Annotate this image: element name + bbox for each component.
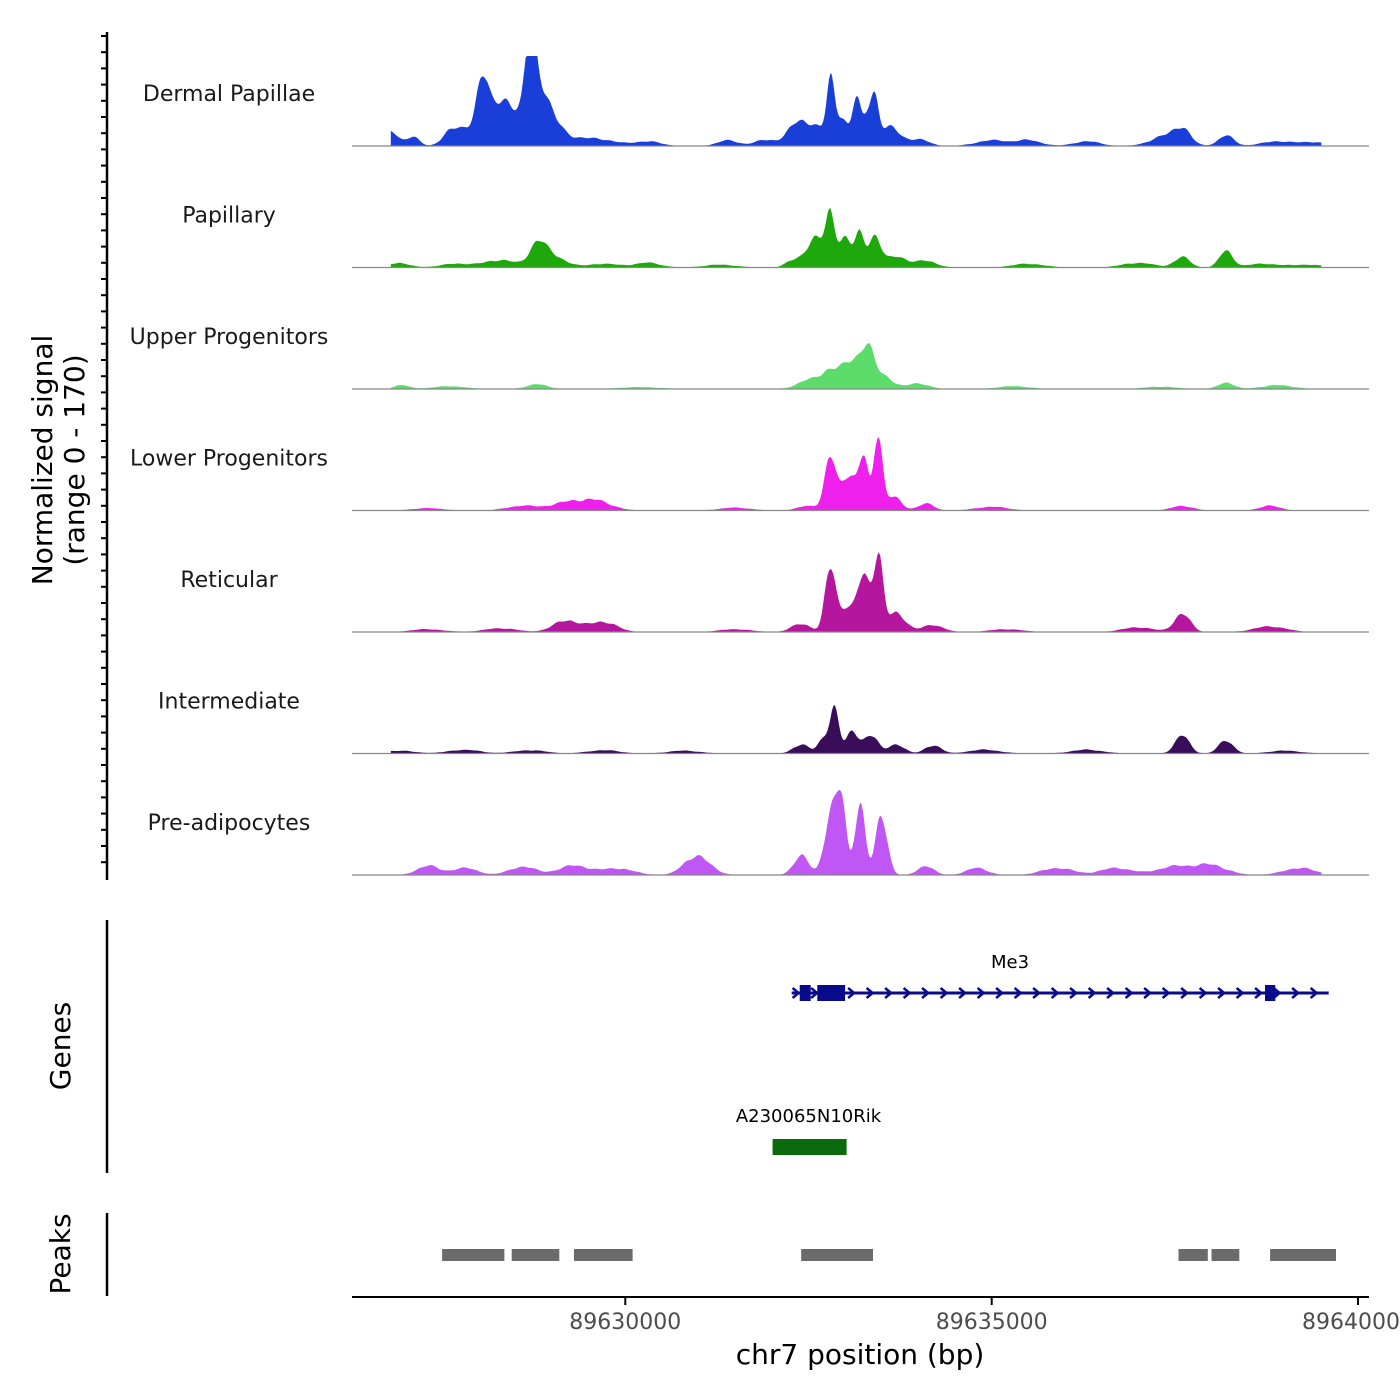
gene-me3: Me3 [791, 952, 1329, 1001]
strand-arrow [1235, 987, 1245, 999]
strand-arrow [865, 987, 875, 999]
track-pre-adipocytes: Pre-adipocytes [148, 789, 1369, 876]
track-label: Pre-adipocytes [148, 811, 311, 836]
gene-exon [1265, 985, 1276, 1001]
signal-axis [101, 32, 109, 880]
peak-region [511, 1249, 560, 1261]
strand-arrow [1050, 987, 1060, 999]
signal-area [390, 789, 1322, 875]
track-papillary: Papillary [182, 204, 1369, 269]
strand-arrow [1143, 987, 1153, 999]
gene-label: A230065N10Rik [736, 1106, 882, 1127]
x-axis-ticks: 89630000 89635000 89640000 [569, 1297, 1400, 1335]
strand-arrow [1291, 987, 1301, 999]
gene-a230065n10rik: A230065N10Rik [736, 1106, 882, 1155]
strand-arrow [810, 987, 820, 999]
strand-arrow [1106, 987, 1116, 999]
strand-arrow [1013, 987, 1023, 999]
peak-regions [442, 1249, 1336, 1261]
strand-arrow [1254, 987, 1264, 999]
track-label: Intermediate [158, 690, 300, 715]
strand-arrow [847, 987, 857, 999]
x-tick-label: 89630000 [569, 1310, 681, 1335]
gene-label: Me3 [991, 952, 1029, 973]
strand-arrow [1069, 987, 1079, 999]
track-label: Lower Progenitors [130, 447, 328, 472]
peaks-label: Peaks [44, 1213, 77, 1294]
y-axis-range-label: (range 0 - 170) [58, 354, 91, 565]
strand-arrow [1087, 987, 1097, 999]
signal-area [390, 437, 1322, 511]
gene-exon [772, 1139, 847, 1155]
x-tick-label: 89635000 [936, 1310, 1048, 1335]
signal-area [390, 208, 1322, 268]
signal-area [390, 705, 1322, 754]
signal-area [390, 343, 1322, 389]
track-reticular: Reticular [180, 552, 1369, 633]
y-axis-label: Normalized signal [26, 335, 59, 586]
strand-arrow [958, 987, 968, 999]
track-upper-progenitors: Upper Progenitors [130, 325, 1369, 390]
track-label: Reticular [180, 568, 278, 593]
strand-arrow [1124, 987, 1134, 999]
strand-arrow [884, 987, 894, 999]
strand-arrow [939, 987, 949, 999]
signal-area [390, 552, 1322, 632]
track-intermediate: Intermediate [158, 690, 1369, 755]
track-lower-progenitors: Lower Progenitors [130, 437, 1369, 512]
strand-arrow [902, 987, 912, 999]
peak-region [1178, 1249, 1208, 1261]
x-axis-label: chr7 position (bp) [736, 1338, 985, 1371]
genes-label: Genes [44, 1002, 77, 1090]
track-label: Dermal Papillae [143, 82, 315, 107]
strand-arrow [1161, 987, 1171, 999]
strand-arrow [828, 987, 838, 999]
peak-region [442, 1249, 505, 1261]
strand-arrow [1198, 987, 1208, 999]
peak-region [574, 1249, 633, 1261]
strand-arrow [1309, 987, 1319, 999]
gene-exon [817, 985, 846, 1001]
strand-arrow [921, 987, 931, 999]
gene-annotations: Me3 A230065N10Rik [736, 952, 1329, 1155]
track-dermal-papillae: Dermal Papillae [143, 56, 1369, 147]
strand-arrow [1032, 987, 1042, 999]
signal-tracks: Dermal Papillae Papillary Upper Progenitor… [130, 56, 1369, 876]
strand-arrow [1180, 987, 1190, 999]
strand-arrow [1217, 987, 1227, 999]
peak-region [1270, 1249, 1336, 1261]
strand-arrow [976, 987, 986, 999]
track-label: Upper Progenitors [130, 325, 329, 350]
x-tick-label: 89640000 [1302, 1310, 1400, 1335]
peak-region [1211, 1249, 1240, 1261]
strand-arrow [995, 987, 1005, 999]
strand-arrow [1272, 987, 1282, 999]
strand-arrow [791, 987, 801, 999]
signal-area [390, 56, 1322, 146]
track-label: Papillary [182, 204, 276, 229]
gene-exon [799, 985, 811, 1001]
peak-region [801, 1249, 873, 1261]
